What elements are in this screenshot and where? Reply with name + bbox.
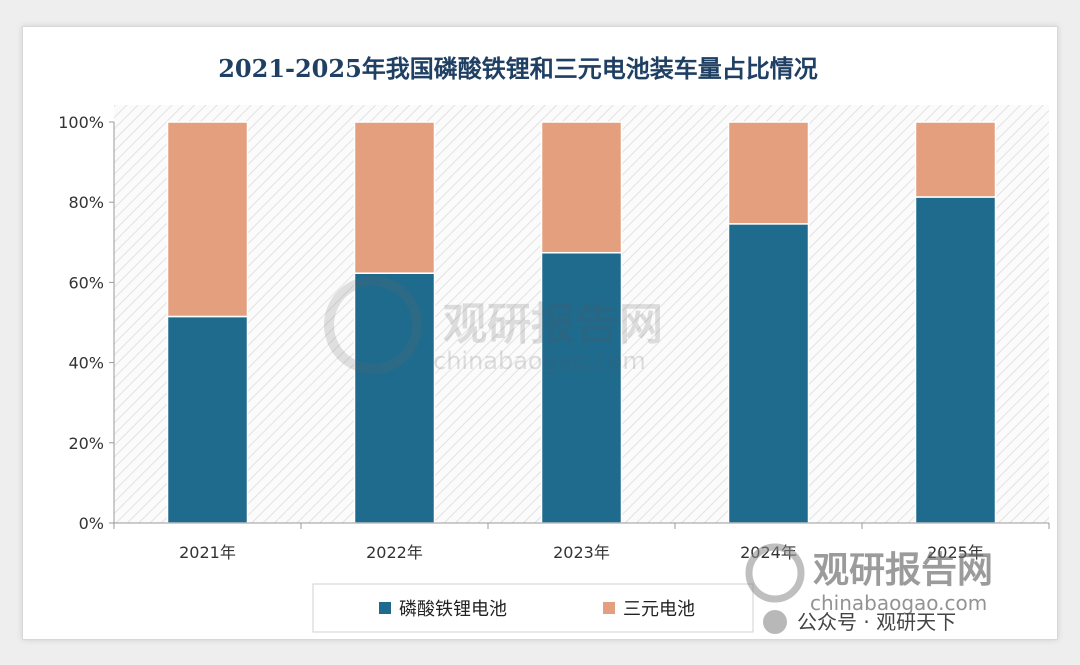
x-tick-label: 2023年 bbox=[553, 543, 610, 562]
x-tick-label: 2021年 bbox=[179, 543, 236, 562]
chart-title: 2021-2025年我国磷酸铁锂和三元电池装车量占比情况 bbox=[218, 54, 818, 83]
bar-ternary-1 bbox=[166, 121, 249, 318]
stacked-bar-chart: 2021-2025年我国磷酸铁锂和三元电池装车量占比情况 0% 20% 40% 60%… bbox=[58, 54, 1050, 634]
corner-watermark: 观研报告网 chinabaogao.com 公众号 · 观研天下 bbox=[745, 543, 993, 634]
corner-url: chinabaogao.com bbox=[810, 591, 987, 615]
y-tick-label: 0% bbox=[79, 514, 104, 533]
chart-frame: 2021-2025年我国磷酸铁锂和三元电池装车量占比情况 0% 20% 40% 60%… bbox=[22, 26, 1058, 640]
axes bbox=[109, 121, 1050, 529]
bar-lfp-1 bbox=[166, 315, 249, 524]
bar-ternary-3 bbox=[540, 121, 623, 254]
y-tick-label: 80% bbox=[68, 193, 104, 212]
corner-logo-icon bbox=[745, 543, 805, 603]
bars bbox=[166, 121, 997, 524]
bar-lfp-5 bbox=[914, 196, 997, 524]
watermark-logo-icon bbox=[324, 276, 422, 374]
bar-lfp-2 bbox=[353, 272, 436, 524]
legend-swatch-lfp bbox=[379, 602, 391, 614]
legend-label-ternary: 三元电池 bbox=[623, 599, 695, 620]
bar-ternary-4 bbox=[727, 121, 810, 225]
y-tick-label: 60% bbox=[68, 273, 104, 292]
y-axis-tick-labels: 0% 20% 40% 60% 80% 100% bbox=[58, 113, 104, 533]
bar-ternary-5 bbox=[914, 121, 997, 198]
bar-lfp-3 bbox=[540, 251, 623, 524]
y-tick-label: 40% bbox=[68, 354, 104, 373]
watermark-url: chinabaogao.com bbox=[433, 347, 646, 375]
bar-lfp-4 bbox=[727, 223, 810, 524]
watermark-brand: 观研报告网 bbox=[443, 299, 663, 350]
corner-brand: 观研报告网 bbox=[813, 550, 993, 591]
legend-label-lfp: 磷酸铁锂电池 bbox=[399, 599, 507, 620]
legend: 磷酸铁锂电池 三元电池 bbox=[379, 599, 695, 620]
wechat-icon bbox=[763, 610, 787, 634]
x-axis-tick-labels: 2021年 2022年 2023年 2024年 2025年 bbox=[179, 543, 984, 562]
x-tick-label: 2022年 bbox=[366, 543, 423, 562]
center-watermark: 观研报告网 chinabaogao.com bbox=[324, 276, 663, 375]
y-tick-label: 100% bbox=[58, 113, 104, 132]
y-tick-label: 20% bbox=[68, 434, 104, 453]
account-name: 公众号 · 观研天下 bbox=[797, 610, 956, 634]
bar-ternary-2 bbox=[353, 121, 436, 274]
legend-swatch-ternary bbox=[603, 602, 615, 614]
x-tick-label: 2025年 bbox=[927, 543, 984, 562]
